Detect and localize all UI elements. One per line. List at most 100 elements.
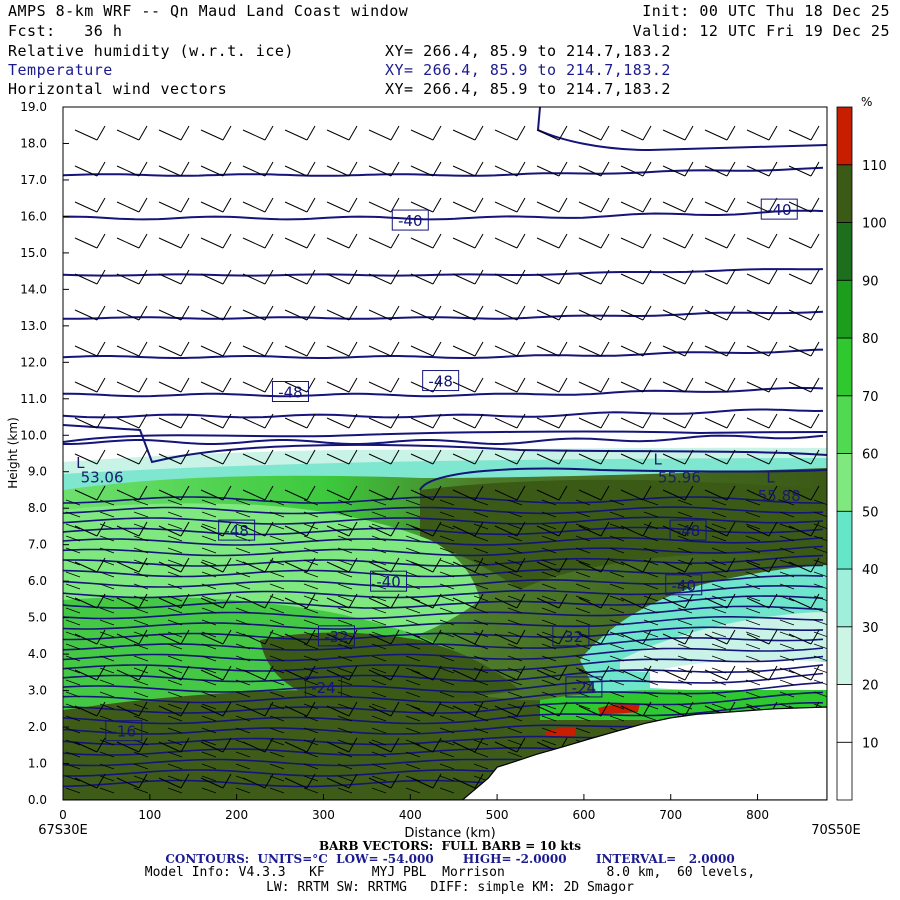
wind-barb-dense <box>405 511 421 518</box>
wind-barb <box>536 269 568 285</box>
wind-barb-dense <box>201 715 217 722</box>
wind-barb-dense <box>133 607 149 614</box>
wind-barb-dense <box>65 523 81 530</box>
wind-barb-flag <box>348 197 358 213</box>
wind-barb-dense <box>337 739 353 746</box>
wind-barb-dense <box>201 643 217 650</box>
wind-barb <box>74 665 106 681</box>
wind-barb-flag <box>96 125 106 141</box>
wind-barb-dense <box>65 619 81 626</box>
y-tick-label: 8.0 <box>28 501 47 515</box>
wind-barb-staff <box>368 777 392 789</box>
wind-barb-staff <box>788 417 812 429</box>
wind-barb-dense <box>167 655 183 662</box>
wind-barb <box>116 305 148 321</box>
wind-barb <box>788 197 820 213</box>
wind-barb-dense <box>65 559 81 566</box>
wind-barb <box>662 125 694 141</box>
wind-barb <box>284 269 316 285</box>
wind-barb-flag <box>96 305 106 321</box>
wind-barb-dense <box>643 691 659 698</box>
wind-barb-flag <box>348 233 358 249</box>
wind-barb-flag <box>474 197 484 213</box>
wind-barb-dense <box>269 715 285 722</box>
wind-barb-staff <box>620 525 644 537</box>
wind-barb <box>620 125 652 141</box>
isotherm-line <box>63 564 823 578</box>
wind-barb-flag <box>222 629 232 645</box>
wind-barb <box>158 737 190 753</box>
wind-barb-flag <box>516 233 526 249</box>
wind-barb-dense <box>133 547 149 554</box>
wind-barb-staff <box>662 129 686 141</box>
wind-barb-dense <box>65 751 81 758</box>
wind-barb-dense <box>439 715 455 722</box>
isotherm-label: -40 <box>370 570 408 592</box>
isotherm-label: -32 <box>552 625 590 647</box>
wind-barb-dense <box>269 607 285 614</box>
wind-barb <box>368 161 400 177</box>
wind-barb-dense <box>609 523 625 530</box>
wind-barb-staff <box>746 237 770 249</box>
wind-barb-staff <box>74 381 98 393</box>
wind-barb-flag <box>600 233 610 249</box>
wind-barb-dense <box>813 691 827 698</box>
wind-barb-dense <box>507 679 523 686</box>
wind-barb-staff <box>368 309 392 321</box>
wind-barb-staff <box>200 381 224 393</box>
wind-barb-dense <box>745 523 761 530</box>
wind-barb <box>662 665 694 681</box>
wind-barb-staff <box>536 345 560 357</box>
wind-barb-dense <box>745 535 761 542</box>
wind-barb-flag <box>558 593 568 609</box>
wind-barb-flag <box>474 557 484 573</box>
wind-barb-dense <box>541 559 557 566</box>
wind-barb-flag <box>684 305 694 321</box>
wind-barb-dense <box>473 583 489 590</box>
extremum-value: 55.96 <box>658 469 701 487</box>
x-tick-label: 500 <box>486 808 509 822</box>
wind-barb-flag <box>390 233 400 249</box>
wind-barb-staff <box>242 273 266 285</box>
wind-barb-dense <box>269 523 285 530</box>
wind-barb-dense <box>711 571 727 578</box>
wind-barb-dense <box>439 679 455 686</box>
isotherm-line <box>63 637 824 651</box>
wind-barb-dense <box>507 703 523 710</box>
wind-barb-dense <box>65 607 81 614</box>
y-tick-label: 1.0 <box>28 757 47 771</box>
wind-barb-dense <box>609 547 625 554</box>
wind-barb-dense <box>65 571 81 578</box>
y-tick-label: 11.0 <box>20 392 47 406</box>
wind-barb-dense <box>303 619 319 626</box>
wind-barb-flag <box>684 377 694 393</box>
wind-barb-dense <box>99 535 115 542</box>
wind-barb-dense <box>99 619 115 626</box>
wind-barb-dense <box>541 667 557 674</box>
wind-barb-staff <box>494 129 518 141</box>
wind-barb-dense <box>609 511 625 518</box>
wind-barb-flag <box>558 665 568 681</box>
wind-barb-flag <box>516 269 526 285</box>
wind-barb-staff <box>410 705 434 717</box>
isotherm-line <box>63 672 824 693</box>
wind-barb-staff <box>74 561 98 573</box>
wind-barb-dense <box>473 535 489 542</box>
wind-barb-flag <box>600 485 610 501</box>
x-tick-label: 800 <box>746 808 769 822</box>
wind-barb-staff <box>368 345 392 357</box>
wind-barb-dense <box>371 571 387 578</box>
wind-barb-dense <box>337 775 353 782</box>
wind-barb-dense <box>337 643 353 650</box>
wind-barb-staff <box>662 453 686 465</box>
wind-barb-dense <box>303 691 319 698</box>
wind-barb <box>788 485 820 501</box>
wind-barb <box>284 629 316 645</box>
wind-barb <box>620 701 652 717</box>
wind-barb <box>368 269 400 285</box>
wind-barb-dense <box>541 523 557 530</box>
wind-barb-dense <box>711 583 727 590</box>
wind-barb-flag <box>390 593 400 609</box>
wind-barb-dense <box>711 523 727 530</box>
wind-barb <box>746 125 778 141</box>
